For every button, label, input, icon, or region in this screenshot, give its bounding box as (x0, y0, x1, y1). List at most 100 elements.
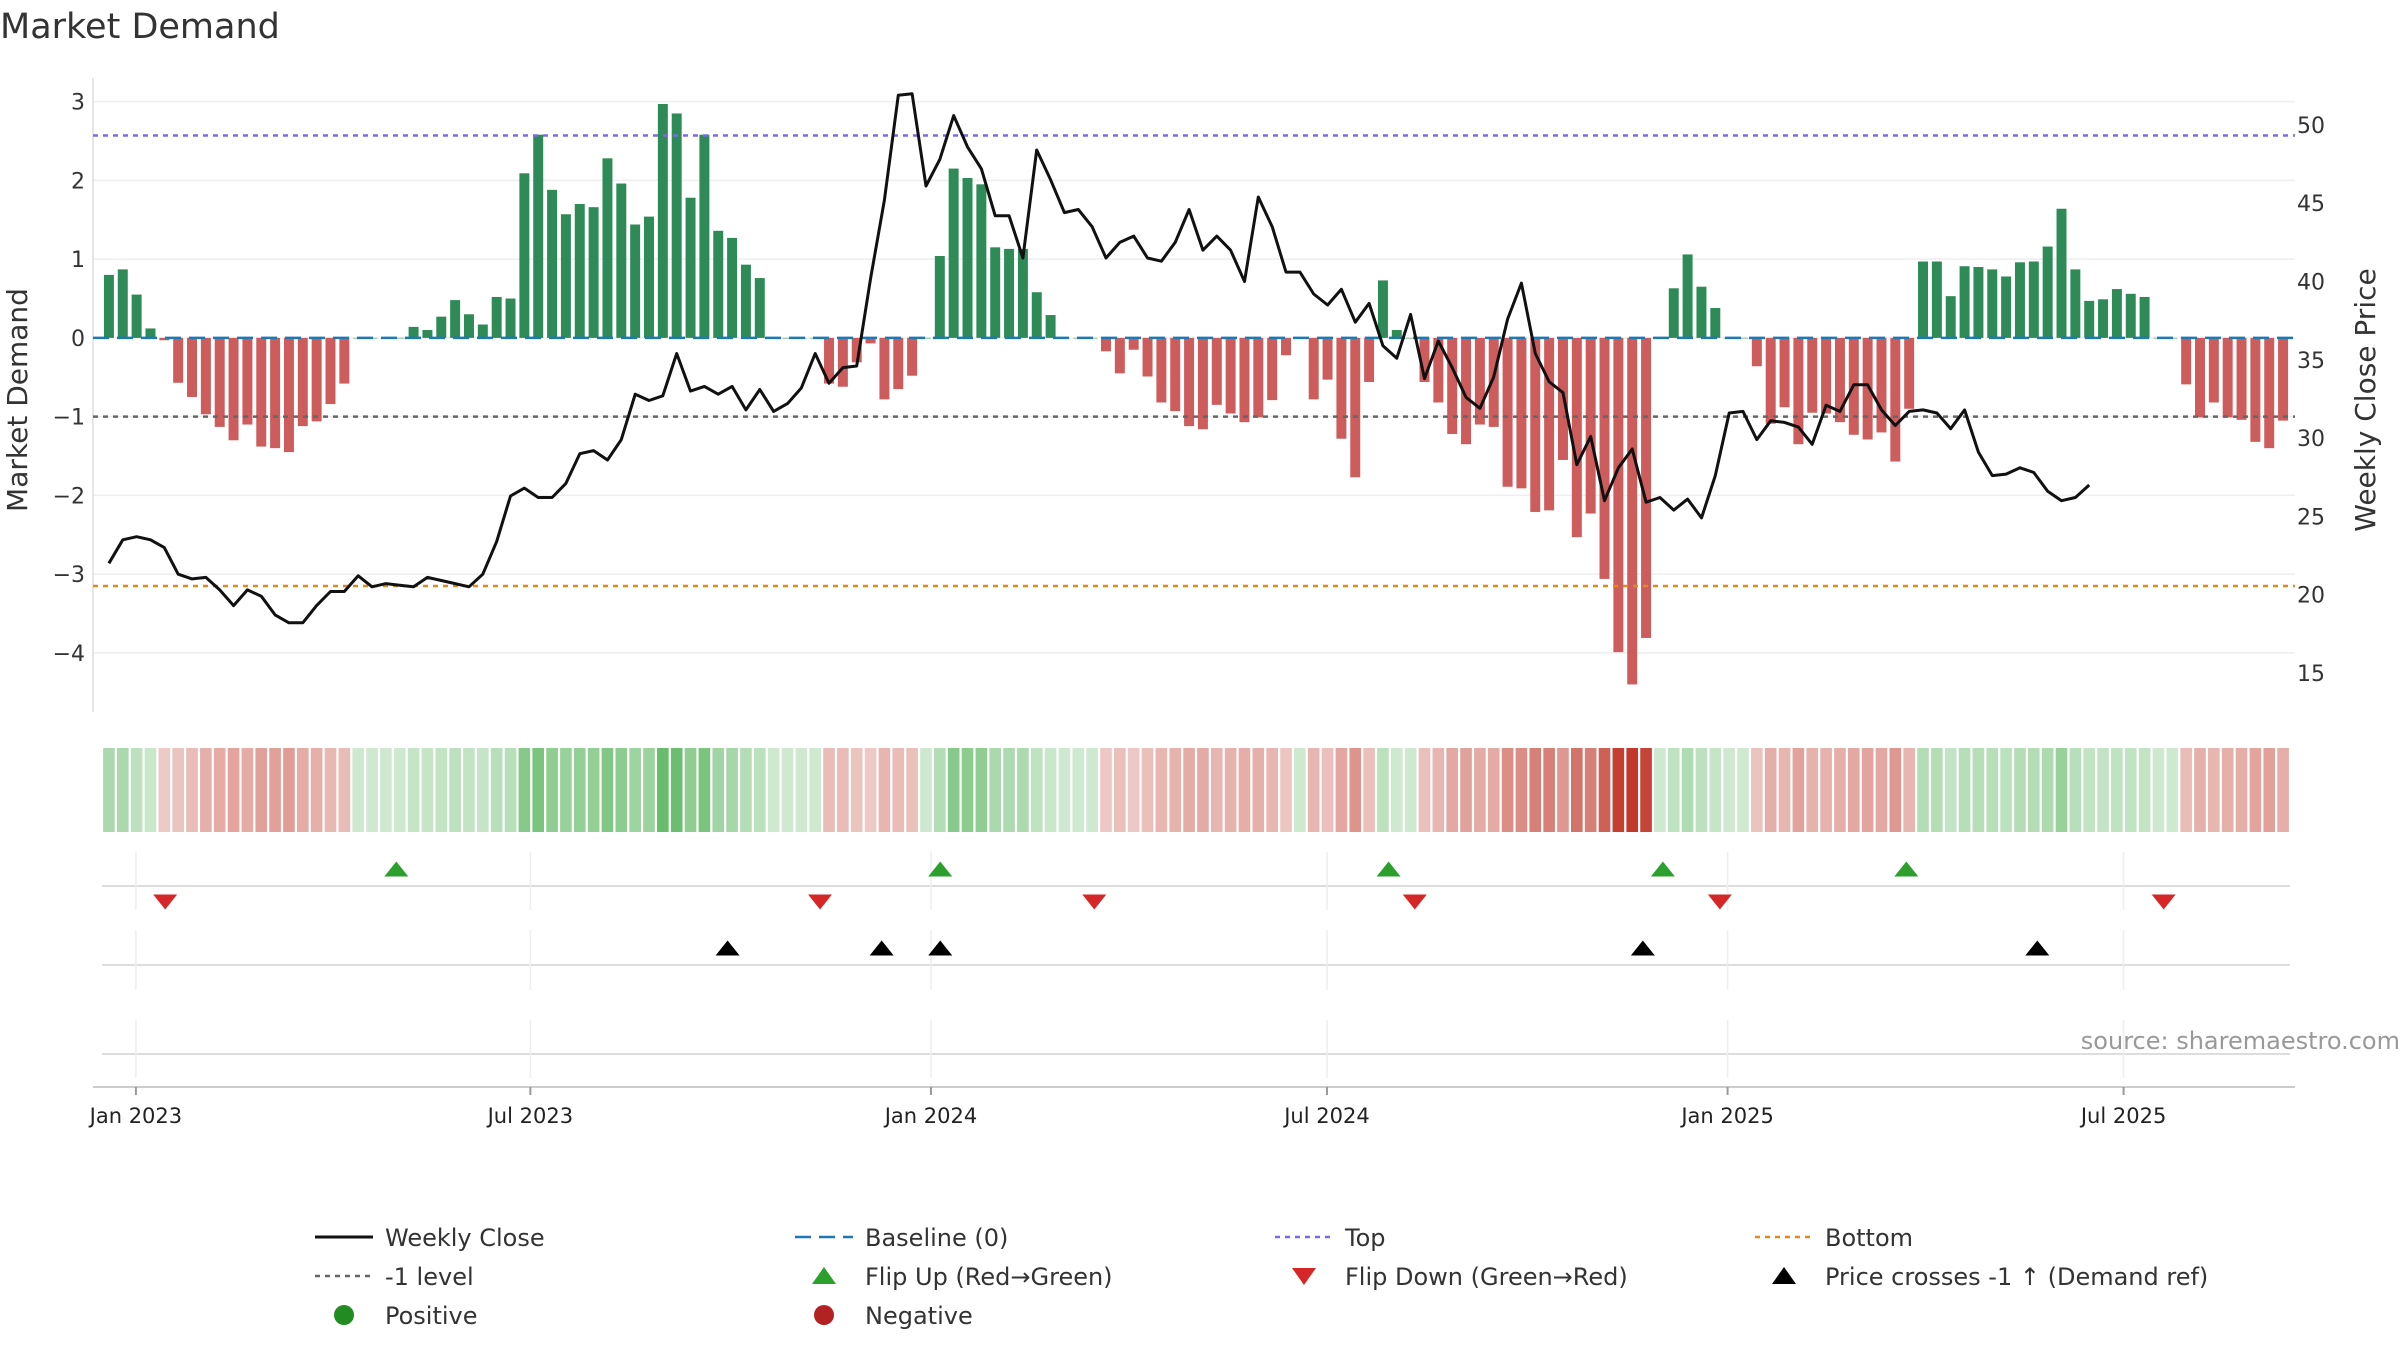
strip-cell (670, 748, 683, 832)
demand-bar (1239, 337, 1250, 423)
demand-bar (1267, 337, 1278, 401)
flip-down-marker (153, 894, 178, 910)
strip-cell (1598, 748, 1611, 832)
legend-swatch (334, 1305, 354, 1325)
strip-cell (2235, 748, 2248, 832)
left-tick-label: −1 (53, 406, 85, 431)
demand-bar (879, 337, 890, 400)
demand-bar (1738, 337, 1748, 339)
demand-bar (1461, 337, 1472, 445)
strip-cell (1266, 748, 1278, 832)
strip-cell (1917, 748, 1929, 832)
demand-bar (1004, 248, 1015, 338)
strip-cell (546, 748, 558, 832)
strip-cell (1723, 748, 1735, 832)
left-tick-label: 1 (71, 248, 85, 273)
demand-bar (131, 294, 142, 338)
demand-bar (1807, 337, 1818, 413)
strip-cell (1460, 748, 1472, 832)
left-tick-label: 3 (71, 91, 85, 116)
right-tick-label: 40 (2297, 271, 2325, 296)
demand-bar (574, 204, 585, 338)
strip-cell (740, 748, 752, 832)
demand-bar (976, 184, 987, 338)
demand-bar (200, 337, 211, 415)
demand-bar (2278, 337, 2289, 421)
legend-item: Bottom (1755, 1224, 1913, 1252)
strip-cell (2083, 748, 2096, 832)
event-row-gridlines (102, 852, 2290, 1078)
demand-bar (1474, 337, 1485, 425)
demand-bar (1918, 261, 1929, 338)
strip-cell (366, 748, 378, 832)
legend-label: Top (1344, 1224, 1386, 1252)
strip-cell (158, 748, 171, 832)
strip-cell (1667, 748, 1680, 832)
strip-cell (795, 748, 808, 832)
demand-bar (1668, 288, 1679, 338)
strip-cell (241, 748, 254, 832)
strip-cell (1640, 748, 1652, 832)
strip-cell (1487, 748, 1500, 832)
reference-lines (93, 134, 2295, 588)
legend-item: Baseline (0) (795, 1224, 1008, 1252)
strip-cell (338, 748, 351, 832)
strip-cell (1058, 748, 1071, 832)
strip-cell (753, 748, 766, 832)
strip-cell (2055, 748, 2068, 832)
strip-cell (1474, 748, 1486, 832)
strip-cell (1017, 748, 1029, 832)
strip-cell (1972, 748, 1985, 832)
strip-cell (1349, 748, 1362, 832)
strip-cell (1626, 748, 1639, 832)
strip-cell (629, 748, 641, 832)
demand-bar (727, 237, 738, 338)
strip-cell (1446, 748, 1459, 832)
right-tick-label: 15 (2297, 662, 2325, 687)
demand-bar (616, 183, 627, 338)
flip-up-marker (384, 861, 409, 877)
strip-cell (1778, 748, 1791, 832)
demand-bar (1128, 337, 1139, 350)
strip-cell (2166, 748, 2179, 832)
demand-bar (1931, 261, 1942, 338)
strip-cell (1114, 748, 1126, 832)
strip-cell (961, 748, 974, 832)
event-markers (153, 861, 2176, 956)
demand-bar (893, 337, 904, 390)
strip-cell (1252, 748, 1265, 832)
strip-cell (809, 748, 821, 832)
demand-bar (782, 337, 793, 339)
demand-bar (824, 337, 835, 384)
demand-bar (1156, 337, 1167, 403)
strip-cell (269, 748, 281, 832)
price-cross-marker (1630, 940, 1655, 956)
strip-cell (684, 748, 697, 832)
strip-cell (1100, 748, 1112, 832)
demand-bar (1821, 337, 1832, 414)
strip-cell (1764, 748, 1777, 832)
strip-cell (1155, 748, 1168, 832)
strip-cell (255, 748, 268, 832)
demand-bar (297, 337, 308, 427)
demand-bar (644, 216, 654, 338)
strip-cell (324, 748, 337, 832)
strip-cell (2221, 748, 2234, 832)
legend-swatch (1292, 1268, 1316, 1285)
demand-bar (519, 173, 530, 338)
demand-bar (1530, 337, 1541, 512)
date-tick-label: Jul 2024 (1282, 1104, 1369, 1128)
strip-cell (1654, 748, 1666, 832)
date-tick-label: Jan 2025 (1679, 1104, 1774, 1128)
strip-cell (933, 748, 946, 832)
demand-bar (1433, 337, 1444, 403)
demand-bar (2028, 261, 2039, 338)
strip-cell (2014, 748, 2026, 832)
strip-cell (1861, 748, 1874, 832)
strip-cell (573, 748, 586, 832)
demand-bar (560, 214, 571, 338)
demand-bar (1336, 337, 1347, 439)
demand-bar (173, 337, 184, 383)
flip-down-marker (2151, 894, 2176, 910)
demand-bar (505, 298, 516, 338)
